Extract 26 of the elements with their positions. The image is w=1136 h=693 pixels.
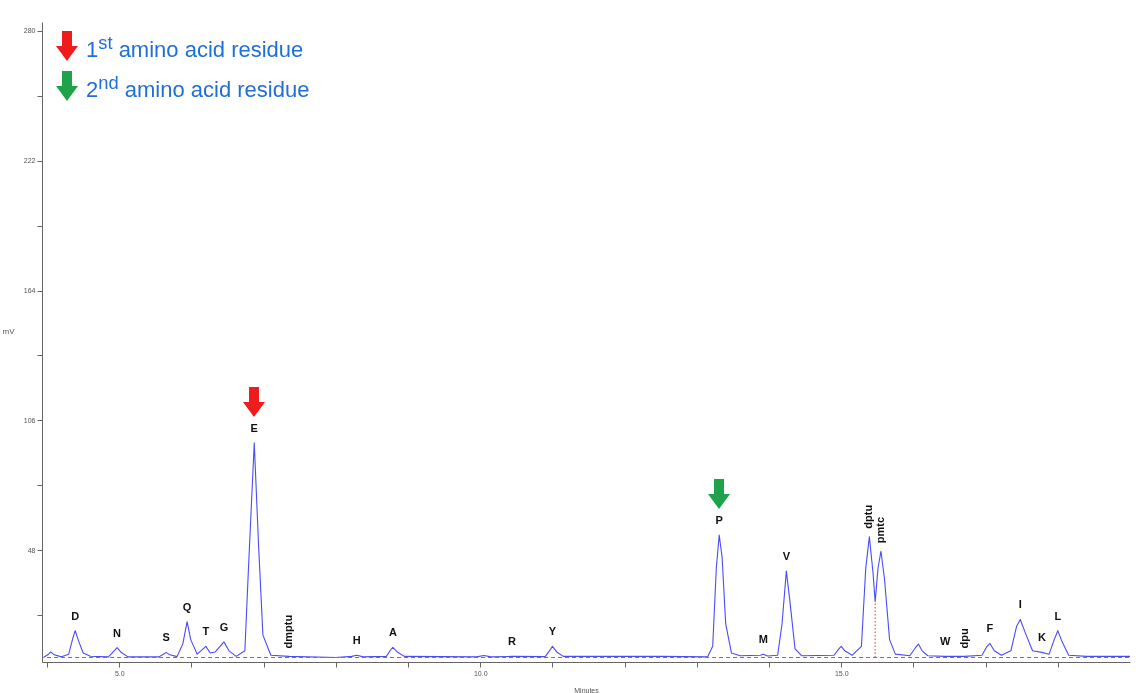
annotation: H [352, 634, 361, 647]
annotation: Q [182, 600, 192, 613]
annotation: Y [548, 625, 557, 638]
annotation: F [986, 622, 994, 635]
annotation: A [388, 626, 397, 639]
annotation: S [162, 631, 170, 644]
annotation: N [113, 626, 122, 639]
annotation: D [71, 609, 80, 622]
annotation: L [1054, 609, 1062, 622]
annotation: dpu [957, 628, 970, 649]
annotation: 1$^{st}$ amino acid residue [86, 31, 304, 65]
annotation: K [1037, 631, 1046, 644]
y-axis-title: mV [2, 327, 16, 337]
annotation: E [250, 421, 258, 434]
annotation: P [715, 514, 723, 527]
annotation: I [1018, 598, 1022, 611]
annotation: M [758, 633, 768, 646]
annotation: dptu [862, 504, 875, 529]
annotation: dmptu [281, 614, 294, 649]
annotation: R [508, 635, 517, 648]
annotation: pmtc [873, 516, 886, 544]
annotation: W [939, 635, 951, 648]
annotation: 2$^{nd}$ amino acid residue [86, 71, 310, 105]
annotation: V [782, 550, 791, 563]
annotation: T [202, 625, 210, 638]
annotation: G [219, 620, 229, 633]
